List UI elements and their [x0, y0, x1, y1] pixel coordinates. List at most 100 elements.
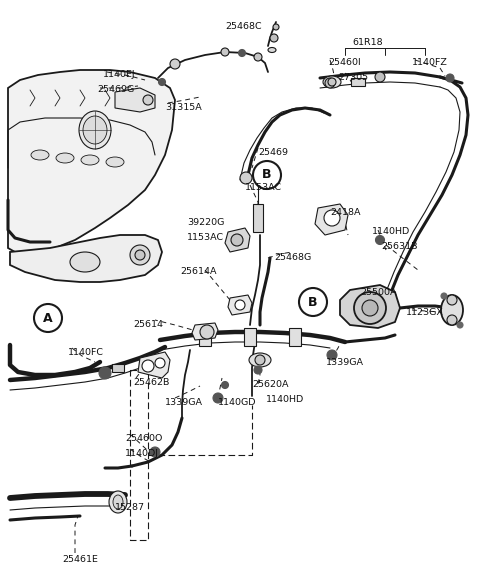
Circle shape [240, 172, 252, 184]
Circle shape [99, 367, 111, 379]
Circle shape [221, 382, 228, 388]
Polygon shape [315, 204, 348, 235]
Circle shape [375, 236, 384, 245]
Circle shape [324, 210, 340, 226]
Text: 1140HD: 1140HD [266, 395, 304, 404]
Text: 25461E: 25461E [62, 555, 98, 564]
Circle shape [354, 292, 386, 324]
Circle shape [231, 234, 243, 246]
Circle shape [254, 53, 262, 61]
Circle shape [375, 72, 385, 82]
Text: 25500A: 25500A [360, 288, 396, 297]
Text: 1123GX: 1123GX [406, 308, 444, 317]
Polygon shape [138, 352, 170, 378]
Circle shape [362, 300, 378, 316]
Text: 2418A: 2418A [330, 208, 360, 217]
Bar [351, 78, 365, 86]
Bar [289, 328, 301, 346]
Text: 1339GA: 1339GA [165, 398, 203, 407]
Circle shape [130, 245, 150, 265]
Ellipse shape [113, 495, 123, 509]
Circle shape [328, 78, 336, 86]
Bar [244, 328, 256, 346]
Text: 39220G: 39220G [187, 218, 224, 227]
Ellipse shape [268, 48, 276, 53]
Circle shape [447, 295, 457, 305]
Polygon shape [228, 295, 252, 315]
Ellipse shape [249, 353, 271, 367]
Text: 25614: 25614 [133, 320, 163, 329]
Ellipse shape [81, 155, 99, 165]
Text: 1140FZ: 1140FZ [412, 58, 448, 67]
Circle shape [255, 355, 265, 365]
Circle shape [150, 447, 160, 457]
Circle shape [253, 161, 281, 189]
Text: 25469G: 25469G [97, 85, 134, 94]
Circle shape [270, 34, 278, 42]
Text: 1339GA: 1339GA [326, 358, 364, 367]
Ellipse shape [70, 252, 100, 272]
Bar [199, 328, 211, 346]
Text: 25468G: 25468G [274, 253, 311, 262]
Text: 1140HD: 1140HD [372, 227, 410, 236]
Text: 25468C: 25468C [225, 22, 262, 31]
Polygon shape [340, 285, 400, 328]
Text: B: B [262, 168, 272, 182]
Text: 1153AC: 1153AC [187, 233, 224, 242]
Circle shape [170, 59, 180, 69]
Text: 1140EJ: 1140EJ [103, 70, 136, 79]
Bar [253, 204, 263, 232]
Circle shape [273, 24, 279, 30]
Text: 25631B: 25631B [381, 242, 418, 251]
Polygon shape [225, 228, 250, 252]
Text: 25620A: 25620A [252, 380, 288, 389]
Text: 25460O: 25460O [125, 434, 162, 443]
Polygon shape [10, 235, 162, 282]
Text: A: A [43, 312, 53, 324]
Text: 25614A: 25614A [180, 267, 216, 276]
Text: 31315A: 31315A [165, 103, 202, 112]
Circle shape [143, 95, 153, 105]
Ellipse shape [323, 76, 341, 88]
Text: 15287: 15287 [115, 503, 145, 512]
Circle shape [239, 49, 245, 57]
Circle shape [34, 304, 62, 332]
Text: 1153AC: 1153AC [245, 183, 282, 192]
Circle shape [221, 48, 229, 56]
Ellipse shape [31, 150, 49, 160]
Ellipse shape [441, 295, 463, 325]
Text: 27305: 27305 [338, 73, 368, 82]
Bar [112, 364, 124, 372]
Circle shape [235, 300, 245, 310]
Circle shape [325, 78, 335, 88]
Ellipse shape [106, 157, 124, 167]
Circle shape [213, 393, 223, 403]
Circle shape [441, 293, 447, 299]
Polygon shape [8, 70, 175, 252]
Text: 25460I: 25460I [328, 58, 361, 67]
Text: 1140FC: 1140FC [68, 348, 104, 357]
Polygon shape [192, 323, 218, 340]
Ellipse shape [56, 153, 74, 163]
Ellipse shape [83, 116, 107, 144]
Ellipse shape [109, 491, 127, 513]
Circle shape [135, 250, 145, 260]
Text: 1140DJ: 1140DJ [125, 449, 159, 458]
Text: 1140GD: 1140GD [218, 398, 256, 407]
Text: 25462B: 25462B [133, 378, 169, 387]
Circle shape [447, 315, 457, 325]
Circle shape [299, 288, 327, 316]
Circle shape [155, 358, 165, 368]
Text: B: B [308, 296, 318, 308]
Text: 61R18: 61R18 [353, 38, 384, 47]
Circle shape [254, 366, 262, 374]
Circle shape [446, 74, 454, 82]
Circle shape [158, 79, 166, 85]
Circle shape [327, 350, 337, 360]
Ellipse shape [79, 111, 111, 149]
Polygon shape [115, 88, 155, 112]
Circle shape [457, 322, 463, 328]
Circle shape [142, 360, 154, 372]
Text: 25469: 25469 [258, 148, 288, 157]
Circle shape [200, 325, 214, 339]
